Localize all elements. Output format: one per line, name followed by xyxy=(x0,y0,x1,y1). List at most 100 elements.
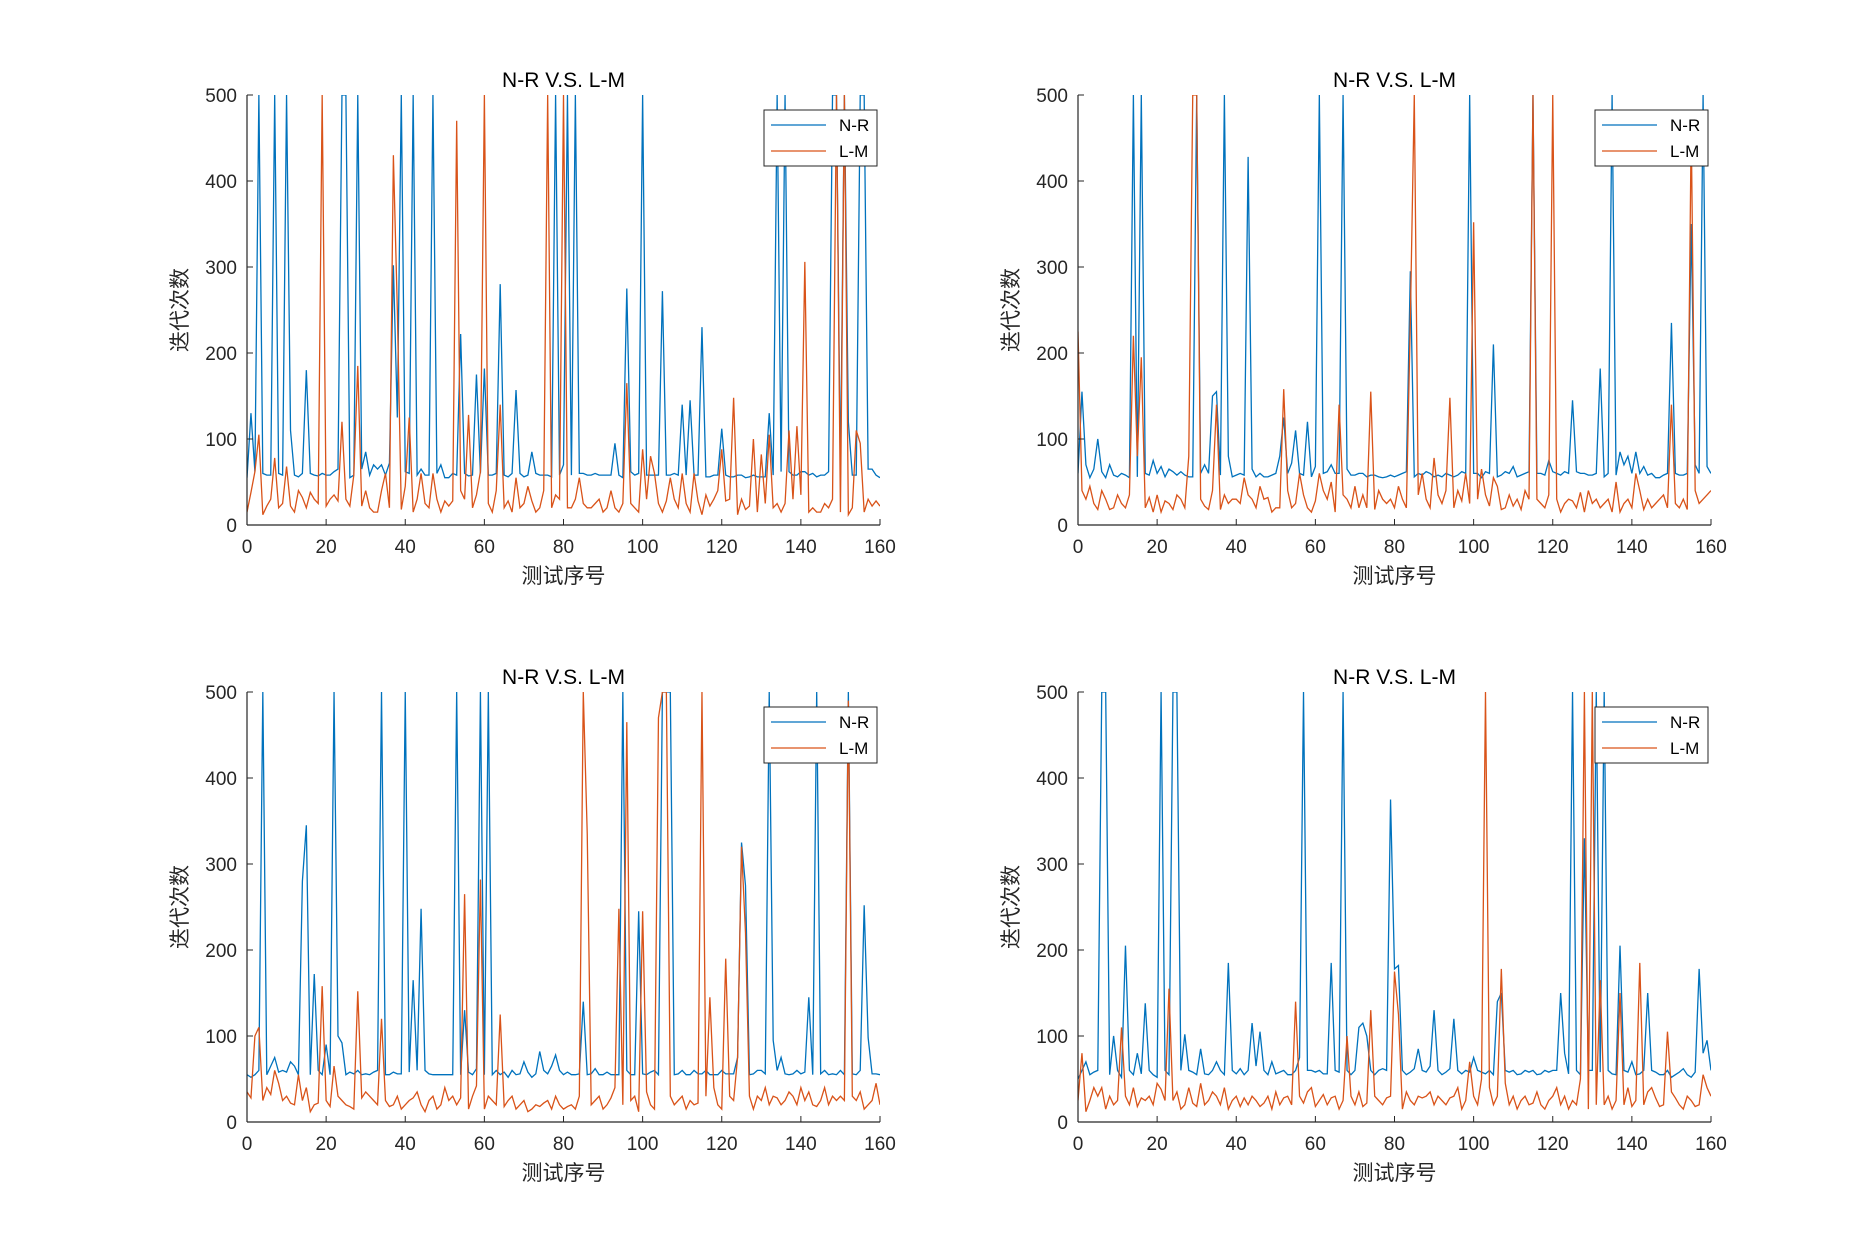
x-tick-label: 80 xyxy=(1384,537,1405,558)
y-tick-label: 500 xyxy=(205,86,237,107)
chart-title: N-R V.S. L-M xyxy=(1333,666,1456,689)
legend-label: L-M xyxy=(839,739,868,758)
legend-box xyxy=(763,706,878,764)
y-tick-label: 300 xyxy=(1036,855,1068,876)
x-tick-label: 120 xyxy=(706,537,738,558)
chart-title: N-R V.S. L-M xyxy=(1333,69,1456,92)
chart-title: N-R V.S. L-M xyxy=(502,666,625,689)
x-tick-label: 140 xyxy=(1616,537,1648,558)
x-tick-label: 60 xyxy=(1305,537,1326,558)
x-tick-label: 20 xyxy=(1147,1134,1168,1155)
x-tick-label: 100 xyxy=(1458,537,1490,558)
series-line-n-r xyxy=(1078,692,1711,1080)
legend-box xyxy=(1594,109,1709,167)
legend-label: L-M xyxy=(1670,142,1699,161)
x-tick-label: 40 xyxy=(395,537,416,558)
legend-label: N-R xyxy=(839,713,869,732)
legend: N-R L-M xyxy=(1594,109,1709,167)
subplot-4: 0 20 40 60 80 100 120 140 160 0 100 200 300 400 500 N-R… xyxy=(999,666,1727,1185)
y-tick-label: 400 xyxy=(1036,769,1068,790)
legend-label: L-M xyxy=(1670,739,1699,758)
legend: N-R L-M xyxy=(763,109,878,167)
x-tick-label: 20 xyxy=(316,537,337,558)
x-tick-label: 0 xyxy=(1073,537,1084,558)
y-tick-label: 0 xyxy=(1057,516,1068,537)
x-axis-label: 测试序号 xyxy=(1353,1161,1437,1185)
series-line-l-m xyxy=(247,95,880,518)
x-tick-label: 40 xyxy=(395,1134,416,1155)
x-tick-label: 100 xyxy=(1458,1134,1490,1155)
legend-box xyxy=(763,109,878,167)
y-tick-label: 300 xyxy=(205,258,237,279)
x-axis-label: 测试序号 xyxy=(522,564,606,588)
series-line-l-m xyxy=(1078,95,1711,515)
x-tick-label: 160 xyxy=(1695,537,1727,558)
legend: N-R L-M xyxy=(763,706,878,764)
y-tick-label: 0 xyxy=(226,1113,237,1134)
x-tick-label: 120 xyxy=(1537,1134,1569,1155)
series-line-n-r xyxy=(247,692,880,1079)
x-tick-label: 120 xyxy=(706,1134,738,1155)
chart-title: N-R V.S. L-M xyxy=(502,69,625,92)
x-tick-label: 0 xyxy=(242,537,253,558)
y-axis-label: 迭代次数 xyxy=(168,268,192,352)
series-line-l-m xyxy=(1078,692,1711,1112)
x-tick-label: 40 xyxy=(1226,1134,1247,1155)
y-tick-label: 500 xyxy=(205,683,237,704)
subplot-1: 0 20 40 60 80 100 120 140 160 0 100 200 300 400 500 N-R… xyxy=(168,69,896,588)
x-tick-label: 100 xyxy=(627,1134,659,1155)
y-axis-label: 迭代次数 xyxy=(999,268,1023,352)
x-axis-label: 测试序号 xyxy=(1353,564,1437,588)
x-tick-label: 20 xyxy=(316,1134,337,1155)
x-tick-label: 60 xyxy=(1305,1134,1326,1155)
y-tick-label: 200 xyxy=(1036,344,1068,365)
x-tick-label: 80 xyxy=(553,1134,574,1155)
subplot-3: 0 20 40 60 80 100 120 140 160 0 100 200 300 400 500 N-R… xyxy=(168,666,896,1185)
y-tick-label: 0 xyxy=(1057,1113,1068,1134)
series-line-n-r xyxy=(1078,95,1711,480)
legend-box xyxy=(1594,706,1709,764)
x-tick-label: 40 xyxy=(1226,537,1247,558)
x-tick-label: 80 xyxy=(553,537,574,558)
x-tick-label: 0 xyxy=(1073,1134,1084,1155)
x-tick-label: 60 xyxy=(474,1134,495,1155)
legend-label: N-R xyxy=(1670,116,1700,135)
y-tick-label: 200 xyxy=(205,344,237,365)
y-tick-label: 300 xyxy=(205,855,237,876)
x-tick-label: 100 xyxy=(627,537,659,558)
x-tick-label: 160 xyxy=(1695,1134,1727,1155)
y-tick-label: 400 xyxy=(205,769,237,790)
y-tick-label: 300 xyxy=(1036,258,1068,279)
y-tick-label: 100 xyxy=(205,1027,237,1048)
y-tick-label: 400 xyxy=(1036,172,1068,193)
y-tick-label: 200 xyxy=(1036,941,1068,962)
legend-label: N-R xyxy=(839,116,869,135)
y-tick-label: 200 xyxy=(205,941,237,962)
y-tick-label: 0 xyxy=(226,516,237,537)
subplot-2: 0 20 40 60 80 100 120 140 160 0 100 200 300 400 500 N-R… xyxy=(999,69,1727,588)
y-tick-label: 500 xyxy=(1036,683,1068,704)
series-line-l-m xyxy=(247,692,880,1114)
x-tick-label: 140 xyxy=(1616,1134,1648,1155)
x-axis-label: 测试序号 xyxy=(522,1161,606,1185)
x-tick-label: 60 xyxy=(474,537,495,558)
x-tick-label: 0 xyxy=(242,1134,253,1155)
x-tick-label: 160 xyxy=(864,537,896,558)
x-tick-label: 120 xyxy=(1537,537,1569,558)
legend-label: L-M xyxy=(839,142,868,161)
y-tick-label: 100 xyxy=(1036,1027,1068,1048)
x-tick-label: 140 xyxy=(785,537,817,558)
legend: N-R L-M xyxy=(1594,706,1709,764)
x-tick-label: 140 xyxy=(785,1134,817,1155)
y-axis-label: 迭代次数 xyxy=(999,865,1023,949)
x-tick-label: 20 xyxy=(1147,537,1168,558)
y-tick-label: 100 xyxy=(1036,430,1068,451)
legend-label: N-R xyxy=(1670,713,1700,732)
y-tick-label: 100 xyxy=(205,430,237,451)
x-tick-label: 160 xyxy=(864,1134,896,1155)
x-tick-label: 80 xyxy=(1384,1134,1405,1155)
series-line-n-r xyxy=(247,95,880,479)
y-tick-label: 400 xyxy=(205,172,237,193)
y-axis-label: 迭代次数 xyxy=(168,865,192,949)
y-tick-label: 500 xyxy=(1036,86,1068,107)
